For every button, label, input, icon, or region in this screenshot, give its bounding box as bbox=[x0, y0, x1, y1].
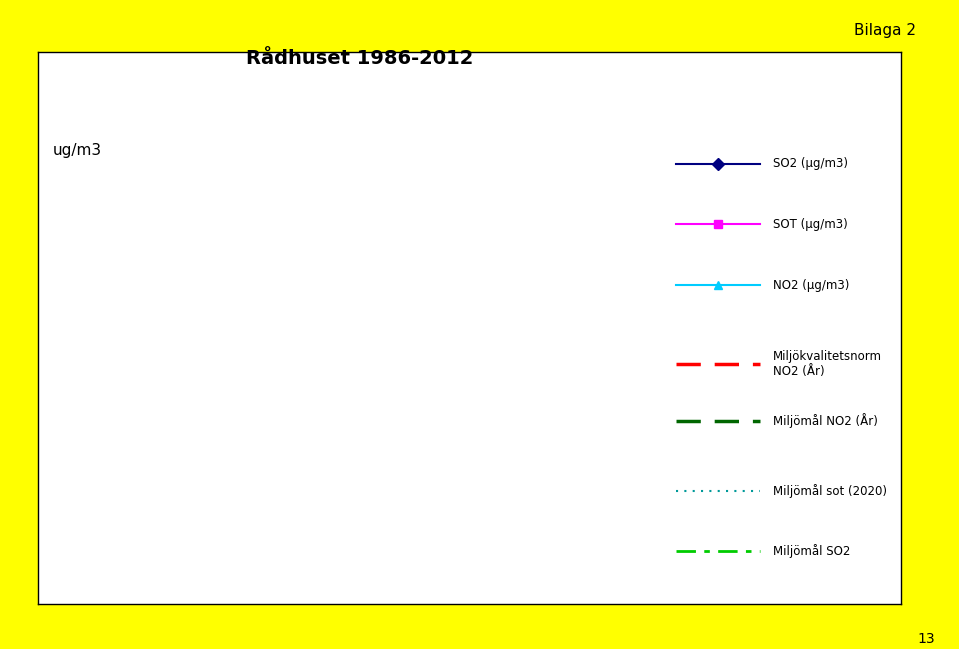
Text: SO2 (µg/m3): SO2 (µg/m3) bbox=[773, 157, 848, 170]
Text: 13: 13 bbox=[918, 631, 935, 646]
Text: ug/m3: ug/m3 bbox=[53, 143, 102, 158]
Text: Miljökvalitetsnorm
NO2 (År): Miljökvalitetsnorm NO2 (År) bbox=[773, 350, 881, 378]
Text: SOT (µg/m3): SOT (µg/m3) bbox=[773, 218, 848, 231]
Text: NO2 (µg/m3): NO2 (µg/m3) bbox=[773, 278, 849, 291]
Text: Bilaga 2: Bilaga 2 bbox=[854, 23, 916, 38]
Text: Miljömål sot (2020): Miljömål sot (2020) bbox=[773, 484, 886, 498]
Text: Rådhuset 1986-2012: Rådhuset 1986-2012 bbox=[246, 49, 474, 68]
Text: Miljömål NO2 (År): Miljömål NO2 (År) bbox=[773, 413, 877, 428]
Text: Miljömål SO2: Miljömål SO2 bbox=[773, 545, 850, 558]
